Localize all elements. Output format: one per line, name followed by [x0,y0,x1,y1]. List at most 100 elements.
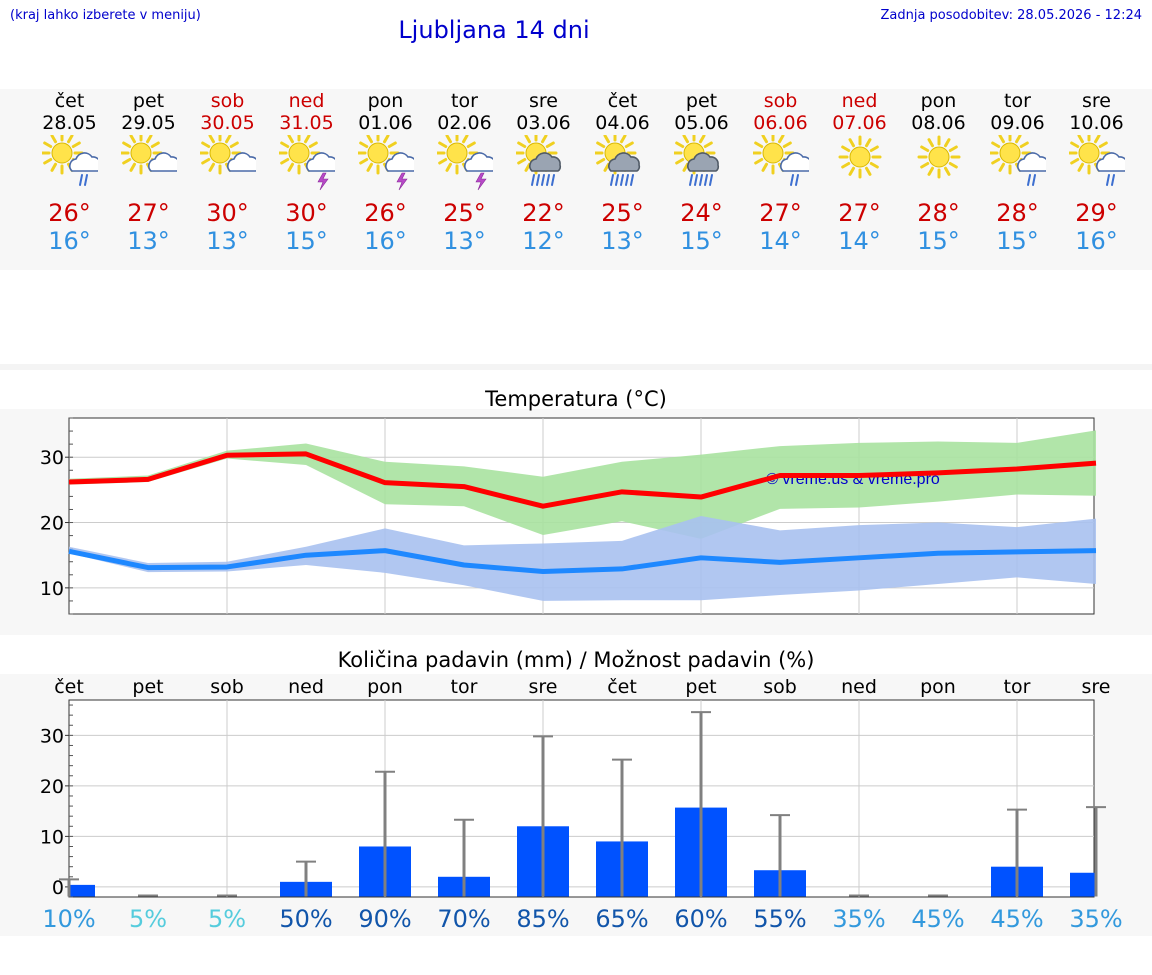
day-name: čet [607,90,638,112]
y-tick-label: 10 [40,826,64,848]
day-name: ned [841,90,878,112]
sun-part-icon [437,135,479,175]
precipitation-plot-area: 0 10 20 30 [40,699,1095,899]
precipitation-probability: 65% [595,905,648,933]
day-date: 04.06 [595,112,650,134]
min-temperature-line [68,548,1097,575]
sun-cloud-rain-icon [42,135,98,186]
precipitation-probability: 35% [832,905,885,933]
y-tick-label: 30 [40,447,64,469]
max-temperature: 27° [127,199,170,227]
sun-cloud-rain-icon [1069,135,1125,186]
day-date: 29.05 [121,112,176,134]
lightning-icon [317,172,329,191]
max-temperature: 30° [285,199,328,227]
forecast-day: pet 29.05 27° 13° [109,89,188,270]
precipitation-probability: 45% [990,905,1043,933]
cloud-part-icon [529,152,562,172]
forecast-day: ned 31.05 30° 15° [267,89,346,270]
sun-icon [838,135,882,179]
cloud-part-icon [1017,152,1046,172]
forecast-day: tor 02.06 25° 13° [425,89,504,270]
forecast-day: pet 05.06 24° 15° [662,89,741,270]
forecast-day: sob 06.06 27° 14° [741,89,820,270]
sun-part-icon [1069,135,1111,175]
min-temperature: 16° [1075,227,1118,255]
rain-drops-icon [790,174,799,186]
day-date: 08.06 [911,112,966,134]
precipitation-probability: 90% [358,905,411,933]
day-date: 09.06 [990,112,1045,134]
last-update: Zadnja posodobitev: 28.05.2026 - 12:24 [880,8,1142,23]
forecast-day: sob 30.05 30° 13° [188,89,267,270]
cloud-part-icon [608,152,641,172]
forecast-day: sre 10.06 29° 16° [1057,89,1136,270]
x-tick-label: pon [920,676,956,698]
max-temperature: 22° [522,199,565,227]
y-tick-label: 10 [40,578,64,600]
page-title: Ljubljana 14 dni [398,16,590,44]
forecast-day: čet 28.05 26° 16° [30,89,109,270]
min-temperature: 14° [759,227,802,255]
day-date: 06.06 [753,112,808,134]
day-name: sre [529,90,558,112]
sun-cloud-rain-icon [990,135,1046,186]
sun-cloud-rain-icon [753,135,809,186]
cloud-part-icon [69,152,98,172]
day-name: tor [1004,90,1031,112]
min-temperature: 15° [996,227,1039,255]
cloud-part-icon [385,152,414,172]
min-temperature: 16° [364,227,407,255]
cloud-part-icon [227,152,256,172]
day-name: pon [367,90,404,112]
y-tick-label: 0 [52,877,64,899]
x-tick-label: sre [529,676,558,698]
rain-drops-icon [689,174,713,186]
day-date: 01.06 [358,112,413,134]
y-tick-label: 20 [40,776,64,798]
lightning-icon [396,172,408,191]
forecast-day: ned 07.06 27° 14° [820,89,899,270]
min-temperature-range-band [69,516,1096,601]
y-tick-label: 30 [40,725,64,747]
sun-cloud-thunder-icon [358,135,414,191]
precipitation-probability: 35% [1069,905,1122,933]
max-temperature: 30° [206,199,249,227]
max-temperature: 26° [48,199,91,227]
max-temperature: 25° [601,199,644,227]
sun-cloud-heavy-rain-icon [516,135,562,186]
sun-cloud-icon [200,135,256,175]
forecast-day: sre 03.06 22° 12° [504,89,583,270]
min-temperature: 13° [206,227,249,255]
precipitation-probability: 5% [208,905,246,933]
x-tick-label: tor [1004,676,1031,698]
forecast-day: tor 09.06 28° 15° [978,89,1057,270]
divider [0,364,1152,370]
precipitation-probability: 5% [129,905,167,933]
day-name: pet [132,90,165,112]
x-tick-label: tor [451,676,478,698]
y-tick-label: 20 [40,513,64,535]
precipitation-probability: 10% [42,905,95,933]
sun-part-icon [838,135,882,179]
day-date: 31.05 [279,112,334,134]
precipitation-probability: 60% [674,905,727,933]
forecast-day: čet 04.06 25° 13° [583,89,662,270]
precipitation-probability: 45% [911,905,964,933]
min-temperature: 13° [601,227,644,255]
x-tick-label: pet [132,676,163,698]
x-tick-label: ned [288,676,324,698]
precipitation-probability: 55% [753,905,806,933]
min-temperature: 12° [522,227,565,255]
forecast-day: pon 01.06 26° 16° [346,89,425,270]
precipitation-bar [69,884,95,897]
precipitation-chart-title: Količina padavin (mm) / Možnost padavin … [337,648,815,672]
sun-cloud-thunder-icon [437,135,493,191]
day-date: 10.06 [1069,112,1124,134]
precipitation-bar [1070,872,1096,897]
location-hint: (kraj lahko izberete v meniju) [10,8,201,23]
day-date: 30.05 [200,112,255,134]
day-date: 05.06 [674,112,729,134]
